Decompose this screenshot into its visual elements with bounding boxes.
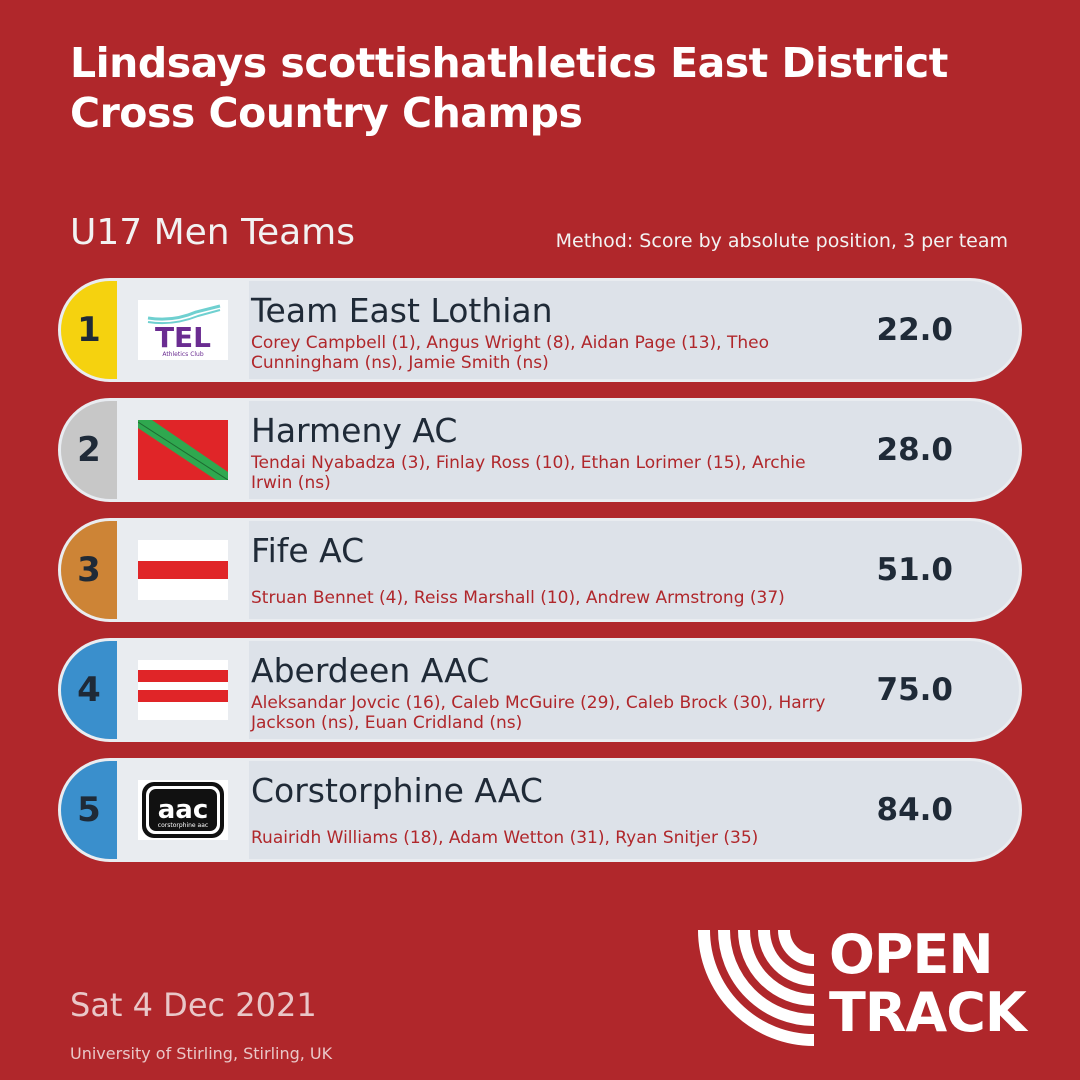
event-date: Sat 4 Dec 2021 — [70, 986, 317, 1024]
team-members: Struan Bennet (4), Reiss Marshall (10), … — [251, 588, 785, 608]
aberdeen-flag-icon — [138, 660, 228, 720]
team-score: 22.0 — [876, 312, 954, 348]
brand-open: OPEN — [829, 923, 994, 986]
brand-track: TRACK — [829, 981, 1027, 1044]
fife-flag-icon — [138, 540, 228, 600]
svg-text:corstorphine aac: corstorphine aac — [158, 822, 208, 829]
team-row[interactable]: 2 Harmeny AC Tendai Nyabadza (3), Finlay… — [58, 398, 1022, 502]
svg-text:TEL: TEL — [155, 321, 211, 354]
team-score: 84.0 — [876, 792, 954, 828]
team-members: Corey Campbell (1), Angus Wright (8), Ai… — [251, 333, 769, 373]
category-title: U17 Men Teams — [70, 212, 355, 253]
corstorphine-logo: aac corstorphine aac — [138, 780, 228, 840]
svg-text:Athletics Club: Athletics Club — [162, 351, 204, 358]
team-name: Corstorphine AAC — [251, 771, 543, 810]
scoring-method: Method: Score by absolute position, 3 pe… — [555, 230, 1008, 252]
event-title: Lindsays scottishathletics East District… — [70, 39, 948, 137]
event-venue: University of Stirling, Stirling, UK — [70, 1044, 333, 1063]
team-row[interactable]: 5 aac corstorphine aac Corstorphine AAC … — [58, 758, 1022, 862]
team-name: Team East Lothian — [251, 291, 553, 330]
track-arcs-icon — [698, 929, 815, 1046]
team-members: Ruairidh Williams (18), Adam Wetton (31)… — [251, 828, 759, 848]
team-name: Fife AC — [251, 531, 365, 570]
team-members: Aleksandar Jovcic (16), Caleb McGuire (2… — [251, 693, 826, 733]
team-row[interactable]: 4 Aberdeen AAC Aleksandar Jovcic (16), C… — [58, 638, 1022, 742]
rank-badge: 1 — [61, 281, 117, 379]
team-row[interactable]: 1 TEL Athletics Club Team East Lothian C… — [58, 278, 1022, 382]
team-results-list: 1 TEL Athletics Club Team East Lothian C… — [58, 278, 1022, 878]
team-row[interactable]: 3 Fife AC Struan Bennet (4), Reiss Marsh… — [58, 518, 1022, 622]
rank-badge: 4 — [61, 641, 117, 739]
team-name: Harmeny AC — [251, 411, 458, 450]
opentrack-logo: OPEN TRACK — [694, 920, 1054, 1050]
team-east-lothian-logo: TEL Athletics Club — [138, 300, 228, 360]
team-score: 75.0 — [876, 672, 954, 708]
rank-badge: 3 — [61, 521, 117, 619]
team-members: Tendai Nyabadza (3), Finlay Ross (10), E… — [251, 453, 806, 493]
rank-badge: 2 — [61, 401, 117, 499]
team-name: Aberdeen AAC — [251, 651, 490, 690]
team-score: 28.0 — [876, 432, 954, 468]
team-score: 51.0 — [876, 552, 954, 588]
rank-badge: 5 — [61, 761, 117, 859]
harmeny-flag-icon — [138, 420, 228, 480]
svg-text:aac: aac — [158, 795, 209, 825]
